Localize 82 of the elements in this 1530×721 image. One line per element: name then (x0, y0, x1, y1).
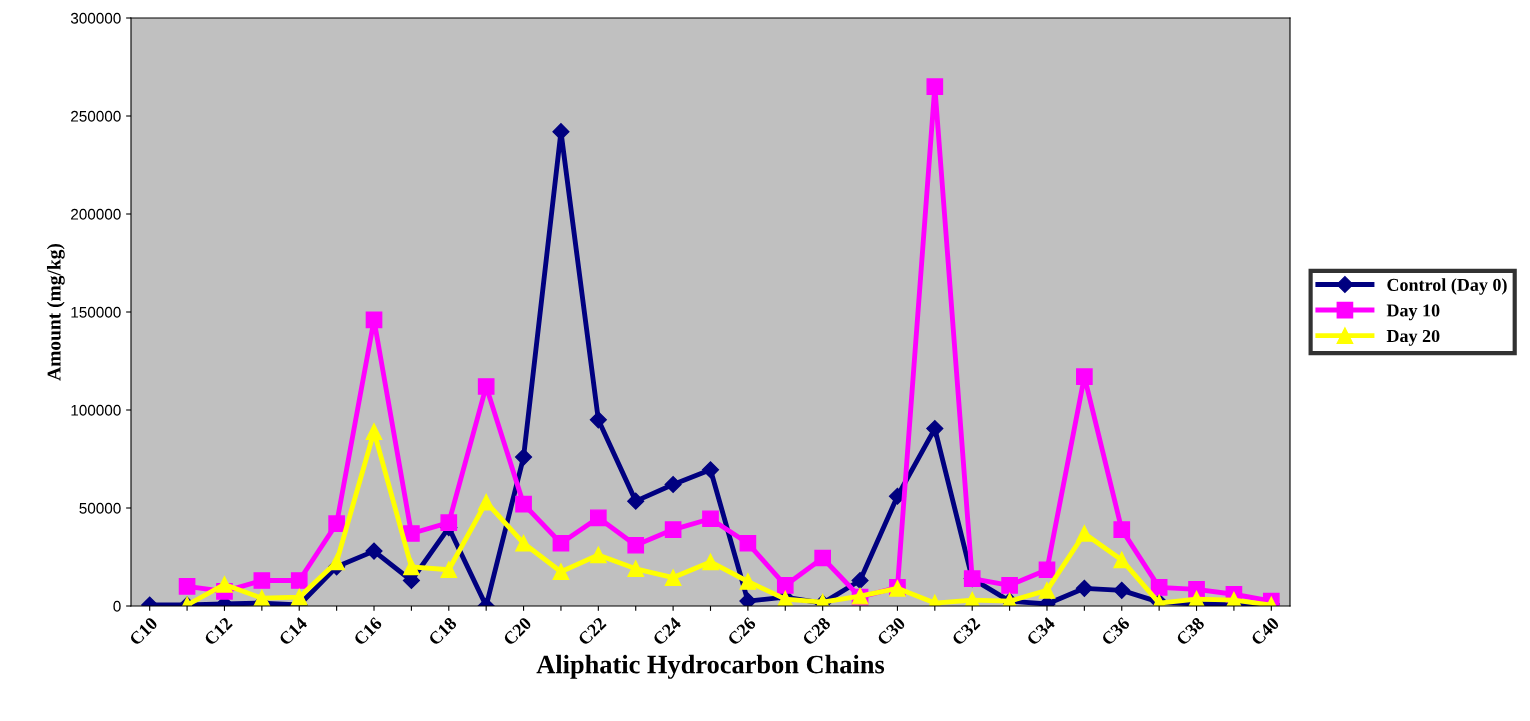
point (365, 542, 383, 560)
point (702, 510, 719, 528)
point (776, 577, 794, 594)
x-tick-label: C18 (427, 616, 458, 647)
x-tick-label: C26 (726, 616, 757, 647)
point (1113, 521, 1131, 538)
point (664, 475, 682, 494)
point (627, 560, 645, 578)
x-tick-label: C16 (353, 616, 383, 647)
point (851, 571, 869, 590)
x-tick-label: C32 (951, 616, 981, 647)
point (739, 573, 757, 590)
point (590, 509, 607, 527)
point (664, 569, 682, 586)
point (702, 553, 719, 571)
y-tick-label: 50000 (79, 502, 121, 514)
point (590, 546, 607, 564)
legend-label: Control (Day 0) (1387, 278, 1507, 295)
y-tick-label: 200000 (71, 208, 121, 220)
point (1001, 577, 1018, 594)
point (1038, 581, 1056, 599)
point (365, 311, 383, 329)
point (1188, 590, 1205, 606)
point (178, 578, 196, 595)
point (1075, 579, 1093, 597)
point (814, 549, 831, 567)
point (328, 553, 345, 571)
point (627, 536, 645, 554)
point (403, 558, 420, 576)
point (701, 461, 720, 479)
point (290, 588, 308, 606)
legend-label: Day 10 (1386, 304, 1440, 321)
point (515, 534, 532, 552)
point (403, 525, 420, 542)
point (1225, 591, 1243, 606)
x-axis-title: Aliphatic Hydrocarbon Chains (536, 654, 885, 679)
point (552, 563, 570, 581)
point (440, 514, 458, 532)
x-tick-label: C24 (652, 616, 682, 647)
point (477, 493, 495, 511)
point (1150, 579, 1168, 596)
point (515, 495, 532, 513)
x-tick-label: C30 (876, 616, 906, 647)
point (253, 572, 271, 589)
point (552, 534, 570, 552)
x-tick-label: C28 (801, 616, 832, 647)
point (515, 448, 533, 466)
point (1113, 581, 1131, 599)
y-axis-title: Amount (mg/kg) (46, 243, 65, 381)
x-tick-label: C10 (128, 616, 159, 647)
y-tick-label: 100000 (71, 404, 121, 416)
point (926, 78, 944, 95)
point (739, 534, 757, 552)
y-tick-label: 150000 (71, 306, 121, 318)
point (1076, 368, 1093, 386)
y-tick-label: 300000 (70, 12, 121, 24)
point (589, 411, 607, 429)
x-tick-label: C36 (1100, 616, 1131, 647)
point (739, 592, 757, 606)
point (664, 521, 682, 538)
x-tick-label: C12 (203, 616, 233, 647)
point (365, 423, 383, 440)
point (440, 561, 458, 579)
x-tick-label: C38 (1175, 616, 1206, 647)
legend-label: Day 20 (1386, 329, 1440, 346)
x-tick-label: C40 (1250, 616, 1280, 647)
point (1038, 561, 1056, 579)
point (1076, 525, 1093, 542)
x-tick-label: C22 (577, 616, 607, 647)
point (290, 572, 308, 589)
point (627, 492, 645, 510)
point (1113, 551, 1131, 569)
y-tick-label: 0 (113, 600, 121, 612)
point (253, 589, 271, 606)
point (216, 576, 233, 593)
point (328, 515, 345, 533)
x-tick-label: C14 (278, 616, 308, 647)
point (477, 378, 495, 395)
point (926, 420, 944, 438)
x-tick-label: C34 (1026, 616, 1056, 647)
x-tick-label: C20 (502, 616, 533, 647)
y-tick-label: 250000 (71, 110, 121, 122)
